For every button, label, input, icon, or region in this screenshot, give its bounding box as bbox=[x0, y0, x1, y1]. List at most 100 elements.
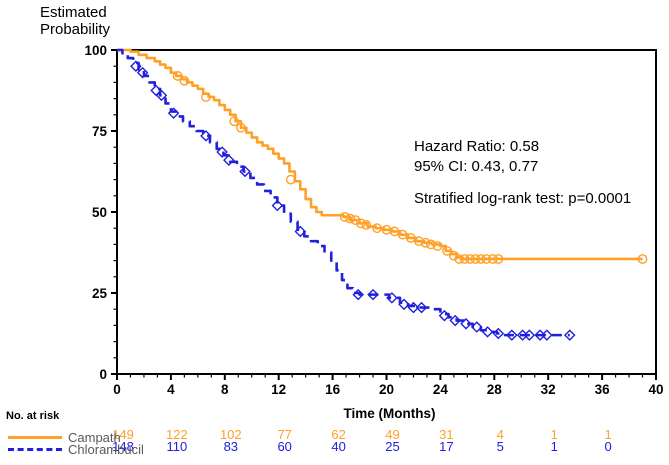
risk-count-chlorambucil: 60 bbox=[277, 439, 291, 454]
risk-count-chlorambucil: 1 bbox=[551, 439, 558, 454]
y-tick-label: 100 bbox=[84, 43, 107, 58]
chlorambucil-censor-marker-diamond bbox=[223, 154, 235, 166]
campath-censor-marker-circle bbox=[454, 254, 465, 264]
legend-item-chlorambucil: Chlorambucil bbox=[8, 442, 144, 457]
x-tick-label: 36 bbox=[595, 382, 611, 397]
x-tick-label: 32 bbox=[541, 382, 556, 397]
y-axis-title: Estimated Probability bbox=[40, 4, 110, 38]
risk-table-header: No. at risk bbox=[6, 410, 60, 422]
confidence-interval-text: 95% CI: 0.43, 0.77 bbox=[414, 158, 539, 175]
campath-censor-marker-circle bbox=[229, 116, 240, 127]
campath-censor-marker-circle bbox=[201, 92, 211, 102]
risk-count-campath: 102 bbox=[220, 427, 242, 442]
chlorambucil-censor-marker-diamond bbox=[216, 146, 228, 158]
x-tick-label: 28 bbox=[487, 382, 503, 397]
risk-count-campath: 122 bbox=[166, 427, 188, 442]
chlorambucil-censor-marker-diamond bbox=[386, 292, 398, 304]
campath-censor-marker-circle bbox=[361, 220, 372, 230]
campath-censor-marker-circle bbox=[372, 223, 382, 234]
chlorambucil-line-swatch bbox=[8, 448, 62, 451]
campath-censor-marker-circle bbox=[179, 75, 190, 86]
x-tick-label: 4 bbox=[167, 382, 175, 397]
plot-frame bbox=[116, 49, 657, 375]
x-tick-label: 0 bbox=[113, 382, 121, 397]
campath-censor-marker-circle bbox=[397, 229, 408, 240]
campath-censor-marker-circle bbox=[413, 236, 424, 247]
chlorambucil-curve bbox=[117, 48, 570, 337]
risk-count-campath: 62 bbox=[331, 427, 345, 442]
chlorambucil-censor-marker-diamond bbox=[470, 321, 483, 333]
chlorambucil-censor-marker-diamond bbox=[415, 301, 428, 314]
hazard-ratio-text: Hazard Ratio: 0.58 bbox=[414, 138, 540, 155]
chlorambucil-censor-marker-diamond bbox=[136, 66, 149, 79]
x-tick-label: 8 bbox=[221, 382, 229, 397]
chlorambucil-censor-marker-diamond bbox=[506, 329, 518, 341]
risk-count-chlorambucil: 40 bbox=[331, 439, 345, 454]
logrank-test-text: Stratified log-rank test: p=0.0001 bbox=[414, 190, 632, 207]
x-tick-label: 20 bbox=[379, 382, 394, 397]
campath-censor-marker-circle bbox=[339, 211, 350, 222]
campath-censor-marker-circle bbox=[345, 213, 356, 224]
campath-censor-marker-circle bbox=[350, 215, 361, 226]
campath-censor-marker-circle bbox=[389, 226, 400, 237]
y-axis-title-line1: Estimated bbox=[40, 4, 107, 21]
chlorambucil-censor-marker-diamond bbox=[367, 288, 379, 301]
campath-censor-marker-circle bbox=[405, 233, 416, 243]
campath-legend-label: Campath bbox=[68, 430, 121, 445]
risk-count-chlorambucil: 5 bbox=[497, 439, 504, 454]
risk-count-campath: 77 bbox=[277, 427, 291, 442]
risk-count-chlorambucil: 148 bbox=[112, 439, 134, 454]
campath-line-swatch bbox=[8, 436, 62, 439]
chlorambucil-censor-marker-diamond bbox=[460, 317, 472, 330]
campath-censor-marker-circle bbox=[475, 254, 486, 264]
campath-censor-marker-circle bbox=[637, 254, 648, 264]
chlorambucil-censor-marker-diamond bbox=[398, 298, 410, 311]
risk-count-campath: 1 bbox=[604, 427, 611, 442]
chlorambucil-censor-marker-diamond bbox=[271, 199, 284, 212]
campath-censor-marker-circle bbox=[285, 174, 296, 185]
chlorambucil-censor-marker-diamond bbox=[563, 329, 576, 341]
chlorambucil-censor-marker-diamond bbox=[481, 326, 494, 338]
campath-censor-marker-circle bbox=[172, 71, 183, 81]
chlorambucil-censor-marker-diamond bbox=[167, 107, 180, 119]
risk-count-campath: 149 bbox=[112, 427, 134, 442]
chlorambucil-censor-marker-diamond bbox=[492, 327, 505, 340]
chlorambucil-censor-marker-diamond bbox=[294, 225, 307, 238]
chlorambucil-censor-marker-diamond bbox=[352, 288, 364, 301]
campath-censor-marker-circle bbox=[488, 254, 498, 264]
risk-count-chlorambucil: 83 bbox=[224, 439, 238, 454]
campath-censor-marker-circle bbox=[493, 254, 504, 264]
risk-count-chlorambucil: 0 bbox=[604, 439, 611, 454]
annotation-block: Hazard Ratio: 0.58 95% CI: 0.43, 0.77 St… bbox=[414, 137, 631, 209]
campath-censor-marker-circle bbox=[470, 254, 481, 264]
campath-censor-marker-circle bbox=[481, 254, 492, 264]
chlorambucil-censor-marker-diamond bbox=[438, 309, 451, 322]
risk-count-chlorambucil: 110 bbox=[167, 439, 188, 454]
chlorambucil-legend-label: Chlorambucil bbox=[68, 442, 144, 457]
campath-censor-marker-circle bbox=[355, 218, 366, 229]
x-tick-label: 16 bbox=[325, 382, 341, 397]
y-tick-label: 75 bbox=[92, 124, 108, 139]
risk-count-campath: 49 bbox=[385, 427, 399, 442]
x-tick-label: 40 bbox=[648, 382, 663, 397]
campath-censor-marker-circle bbox=[459, 254, 470, 264]
y-tick-label: 50 bbox=[92, 205, 107, 220]
chlorambucil-censor-marker-diamond bbox=[523, 329, 536, 341]
y-tick-label: 0 bbox=[99, 367, 107, 382]
x-axis-title: Time (Months) bbox=[343, 406, 436, 421]
chlorambucil-censor-marker-diamond bbox=[407, 301, 420, 314]
campath-censor-marker-circle bbox=[442, 245, 453, 256]
campath-censor-marker-circle bbox=[236, 122, 246, 133]
risk-count-campath: 4 bbox=[497, 427, 504, 442]
y-axis-title-line2: Probability bbox=[40, 21, 111, 38]
chlorambucil-censor-marker-diamond bbox=[200, 130, 212, 142]
x-tick-label: 12 bbox=[271, 382, 286, 397]
chlorambucil-censor-marker-diamond bbox=[239, 165, 251, 178]
legend-item-campath: Campath bbox=[8, 430, 121, 445]
campath-censor-marker-circle bbox=[432, 241, 443, 251]
risk-count-campath: 31 bbox=[439, 427, 453, 442]
risk-count-campath: 1 bbox=[551, 427, 558, 442]
risk-count-chlorambucil: 17 bbox=[439, 439, 453, 454]
